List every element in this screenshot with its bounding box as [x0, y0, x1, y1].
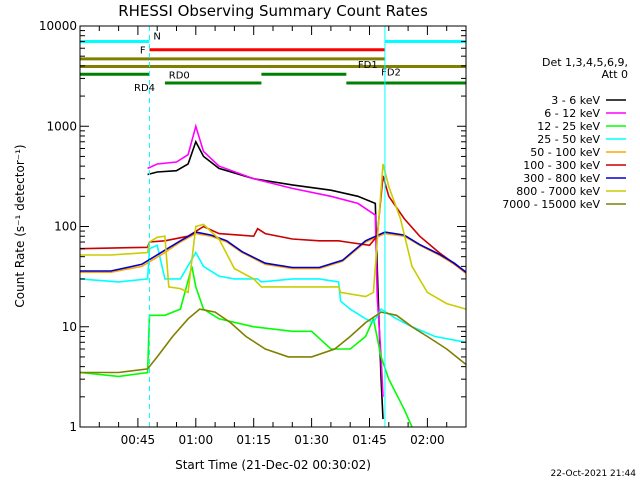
- y-tick-label: 100: [54, 220, 77, 234]
- series-12-25kev: [79, 266, 413, 428]
- x-tick-label: 00:45: [121, 433, 156, 447]
- legend-entry: 7000 - 15000 keV: [502, 198, 600, 211]
- y-axis-label: Count Rate (s⁻¹ detector⁻¹): [13, 144, 27, 307]
- legend-entry: 800 - 7000 keV: [516, 185, 600, 198]
- series-lines: [79, 123, 467, 428]
- state-bar-label-fd1: FD1: [358, 60, 378, 71]
- y-tick-label: 1000: [46, 119, 77, 133]
- legend-entry: 25 - 50 keV: [537, 133, 600, 146]
- legend-header: Att 0: [602, 68, 628, 81]
- legend-entry: 300 - 800 keV: [523, 172, 600, 185]
- state-bar-label-fd2: FD2: [381, 67, 401, 78]
- series-6-12kev: [147, 123, 384, 397]
- series-100-300kev: [79, 175, 467, 273]
- series-300-800kev: [80, 231, 467, 273]
- x-tick-label: 01:30: [294, 433, 329, 447]
- series-7000-15000kev: [80, 308, 467, 374]
- legend-entry: 3 - 6 keV: [551, 94, 600, 107]
- x-tick-label: 02:00: [410, 433, 445, 447]
- state-bar-label-rd4: RD4: [134, 83, 155, 94]
- series-3-6kev: [147, 139, 384, 420]
- x-tick-label: 01:00: [179, 433, 214, 447]
- legend-entry: 12 - 25 keV: [537, 120, 600, 133]
- legend-header: Det 1,3,4,5,6,9,: [542, 56, 628, 69]
- legend-entry: 6 - 12 keV: [544, 107, 600, 120]
- y-tick-label: 1: [69, 420, 77, 434]
- legend-entry: 50 - 100 keV: [530, 146, 600, 159]
- series-800-7000kev: [80, 163, 467, 310]
- x-tick-label: 01:15: [236, 433, 271, 447]
- state-bar-label-n: N: [153, 32, 160, 43]
- axis-ticks: 1 10 100 1000 10000 00:45 01:00 01:15 01:30 01:45…: [39, 19, 467, 447]
- generation-timestamp: 22-Oct-2021 21:44: [551, 469, 637, 479]
- y-tick-label: 10: [62, 320, 77, 334]
- x-axis-label: Start Time (21-Dec-02 00:30:02): [175, 458, 371, 472]
- state-bar-label-rd0: RD0: [169, 70, 190, 81]
- x-tick-label: 01:45: [352, 433, 387, 447]
- chart-title: RHESSI Observing Summary Count Rates: [118, 2, 428, 20]
- y-tick-label: 10000: [39, 19, 77, 33]
- legend-entry: 100 - 300 keV: [523, 159, 600, 172]
- series-25-50kev: [79, 244, 467, 344]
- state-bar-label-f: F: [140, 46, 146, 57]
